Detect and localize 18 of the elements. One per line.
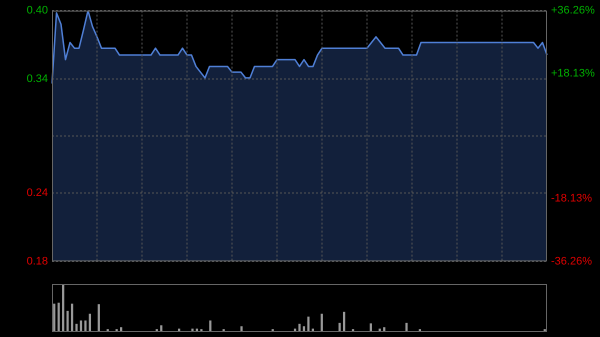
y2-tick-label: -36.26% <box>551 255 592 268</box>
bar <box>209 320 212 332</box>
y2-tick-label: +18.13% <box>551 67 595 80</box>
bar <box>53 304 56 332</box>
y-tick-label: 0.34 <box>26 73 48 86</box>
bar <box>98 304 100 332</box>
y-tick-label: 0.40 <box>26 4 48 17</box>
bar <box>58 302 60 332</box>
y2-tick-label: +36.26% <box>551 4 595 17</box>
bar <box>62 284 64 332</box>
y-tick-label: 0.24 <box>26 187 48 200</box>
y2-tick-label: -18.13% <box>551 192 592 205</box>
bar <box>160 325 162 332</box>
y-tick-label: 0.18 <box>26 255 48 268</box>
bar <box>370 323 372 332</box>
bar <box>383 327 386 332</box>
bar <box>320 314 323 332</box>
bar <box>338 322 341 332</box>
